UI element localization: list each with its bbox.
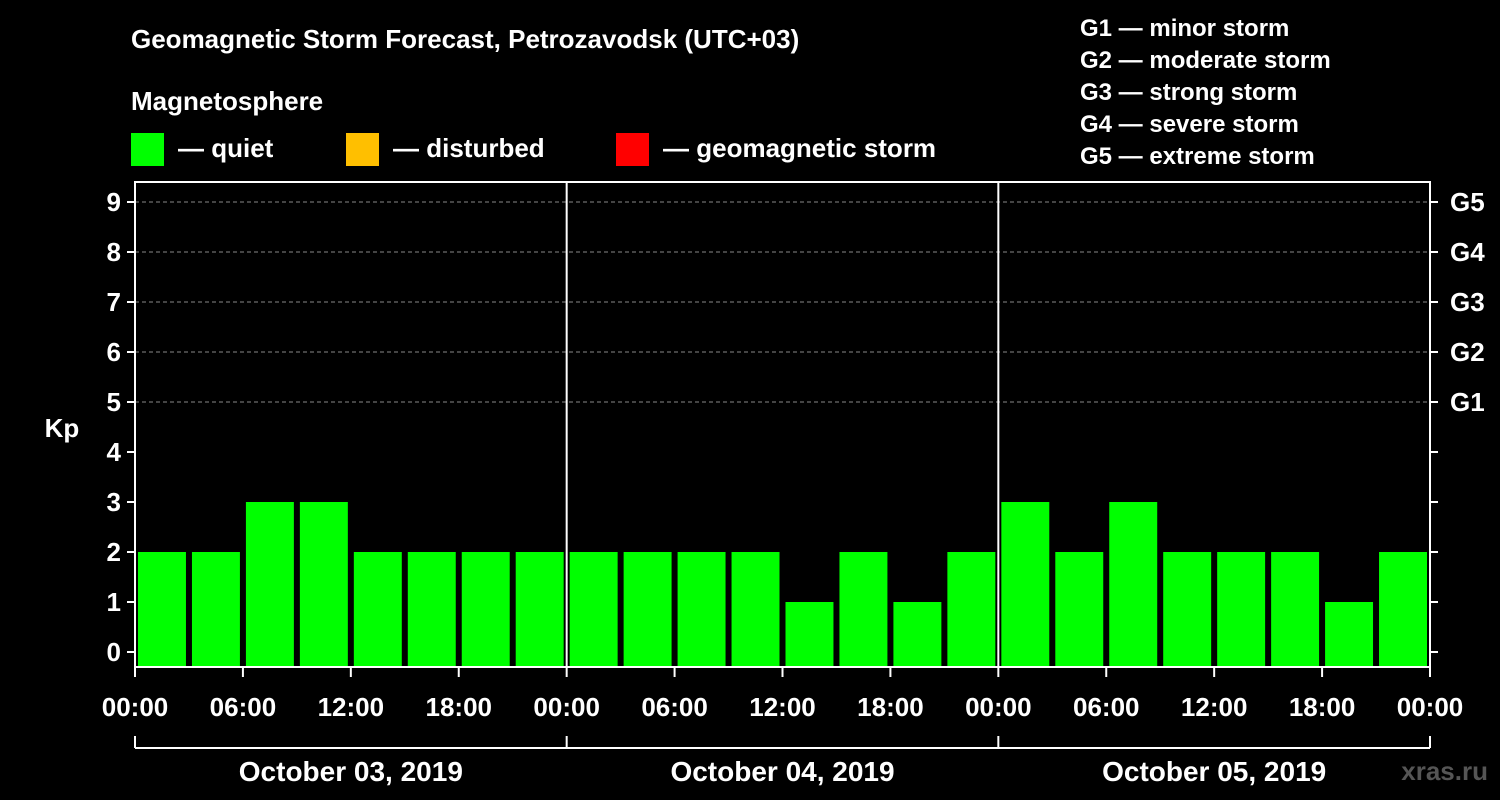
- x-tick-label: 00:00: [1397, 692, 1464, 722]
- scale-g4: G4 — severe storm: [1080, 111, 1299, 138]
- x-tick-label: 00:00: [102, 692, 169, 722]
- x-tick-label: 18:00: [857, 692, 924, 722]
- day-label: October 03, 2019: [239, 756, 463, 787]
- legend-label-disturbed: — disturbed: [393, 133, 545, 163]
- y-tick-label: 1: [107, 587, 121, 617]
- kp-bar: [1055, 552, 1104, 667]
- kp-bar: [677, 552, 726, 667]
- kp-bar: [1109, 502, 1158, 667]
- y-tick-label: 2: [107, 537, 121, 567]
- x-tick-label: 12:00: [749, 692, 816, 722]
- y-tick-label: 9: [107, 187, 121, 217]
- kp-bar: [191, 552, 240, 667]
- kp-bar: [569, 552, 618, 667]
- y-tick-label: 6: [107, 337, 121, 367]
- x-tick-label: 00:00: [965, 692, 1032, 722]
- y-tick-label: 3: [107, 487, 121, 517]
- day-label: October 04, 2019: [670, 756, 894, 787]
- x-tick-label: 18:00: [426, 692, 493, 722]
- legend-swatch-quiet: [131, 133, 164, 166]
- kp-bar: [947, 552, 996, 667]
- x-tick-label: 06:00: [641, 692, 708, 722]
- kp-bar: [1217, 552, 1266, 667]
- g-level-label: G5: [1450, 187, 1485, 217]
- scale-g1: G1 — minor storm: [1080, 15, 1290, 42]
- chart-title: Geomagnetic Storm Forecast, Petrozavodsk…: [131, 24, 800, 54]
- kp-bar: [1001, 502, 1050, 667]
- kp-bar: [623, 552, 672, 667]
- x-tick-label: 00:00: [533, 692, 600, 722]
- legend-label-storm: — geomagnetic storm: [663, 133, 937, 163]
- kp-bar: [893, 602, 942, 667]
- x-tick-label: 12:00: [318, 692, 385, 722]
- kp-bar: [407, 552, 456, 667]
- x-tick-label: 12:00: [1181, 692, 1248, 722]
- scale-g2: G2 — moderate storm: [1080, 47, 1331, 74]
- kp-bar: [839, 552, 888, 667]
- g-level-label: G3: [1450, 287, 1485, 317]
- kp-bar: [461, 552, 510, 667]
- legend-heading: Magnetosphere: [131, 86, 324, 116]
- g-level-label: G1: [1450, 387, 1485, 417]
- x-tick-label: 06:00: [210, 692, 277, 722]
- kp-bar: [1163, 552, 1212, 667]
- kp-bar: [138, 552, 186, 667]
- legend-swatch-disturbed: [346, 133, 379, 166]
- kp-bar: [299, 502, 348, 667]
- watermark: xras.ru: [1401, 756, 1488, 786]
- kp-bar: [785, 602, 834, 667]
- day-label: October 05, 2019: [1102, 756, 1326, 787]
- y-tick-label: 8: [107, 237, 121, 267]
- y-tick-label: 4: [107, 437, 122, 467]
- kp-bar: [245, 502, 294, 667]
- kp-bar: [1271, 552, 1320, 667]
- g-level-label: G4: [1450, 237, 1485, 267]
- kp-bar: [353, 552, 402, 667]
- g-level-label: G2: [1450, 337, 1485, 367]
- kp-bar: [731, 552, 780, 667]
- kp-bar: [515, 552, 564, 667]
- y-axis-label: Kp: [45, 413, 80, 443]
- kp-bar: [1325, 602, 1374, 667]
- scale-g5: G5 — extreme storm: [1080, 143, 1315, 170]
- x-tick-label: 06:00: [1073, 692, 1140, 722]
- kp-bar: [1379, 552, 1427, 667]
- y-tick-label: 5: [107, 387, 121, 417]
- legend-swatch-storm: [616, 133, 649, 166]
- x-tick-label: 18:00: [1289, 692, 1356, 722]
- legend-label-quiet: — quiet: [178, 133, 274, 163]
- scale-g3: G3 — strong storm: [1080, 79, 1298, 106]
- y-tick-label: 0: [107, 637, 121, 667]
- y-tick-label: 7: [107, 287, 121, 317]
